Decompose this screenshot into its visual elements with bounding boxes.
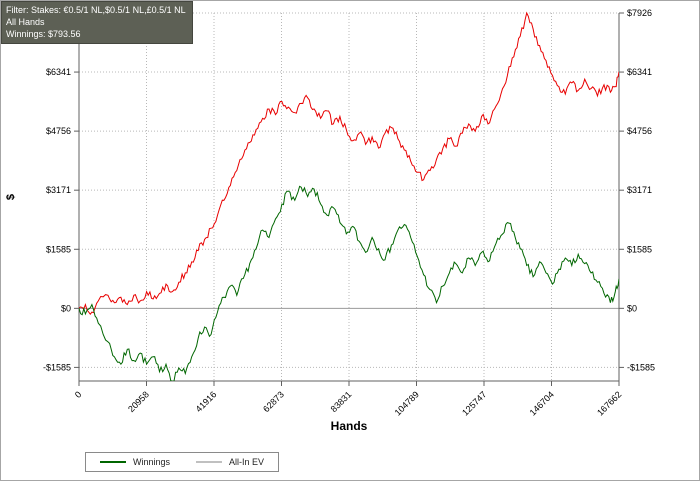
x-tick-label: 167662 [595, 389, 623, 417]
y-tick-label-left: $6341 [46, 67, 71, 77]
legend-item-all-in-ev: All-In EV [196, 457, 264, 467]
all-in-ev-series-line [79, 11, 619, 316]
x-tick-label: 83831 [329, 389, 354, 414]
y-axis-title: $ [5, 194, 17, 200]
y-tick-label-right: $3171 [627, 185, 652, 195]
winnings-total-text: Winnings: $793.56 [6, 29, 81, 39]
x-tick-label: 146704 [528, 389, 556, 417]
y-tick-label-left: $0 [61, 303, 71, 313]
legend-label-winnings: Winnings [133, 457, 171, 467]
series-lines [79, 11, 619, 381]
y-tick-label-left: $4756 [46, 126, 71, 136]
y-tick-label-left: $1585 [46, 244, 71, 254]
y-tick-label-right: $4756 [627, 126, 652, 136]
gridlines [79, 12, 620, 381]
filter-info-box: Filter: Stakes: €0.5/1 NL,$0.5/1 NL,£0.5… [1, 1, 193, 44]
y-tick-label-left: -$1585 [43, 362, 71, 372]
filter-text: Filter: Stakes: €0.5/1 NL,$0.5/1 NL,£0.5… [6, 5, 186, 15]
hands-filter-text: All Hands [6, 17, 45, 27]
y-tick-label-left: $3171 [46, 185, 71, 195]
winnings-series-line [79, 185, 619, 381]
x-tick-label: 20958 [126, 389, 151, 414]
legend-label-all-in-ev: All-In EV [229, 457, 265, 467]
winnings-line-swatch [100, 461, 126, 463]
y-tick-label-right: $0 [627, 303, 637, 313]
x-axis-title: Hands [331, 419, 368, 433]
all-in-ev-line-swatch [196, 461, 223, 463]
y-tick-label-right: $1585 [627, 244, 652, 254]
y-tick-label-right: $6341 [627, 67, 652, 77]
chart-legend: Winnings All-In EV [85, 452, 280, 472]
x-tick-label: 104789 [393, 389, 421, 417]
y-tick-label-right: $7926 [627, 8, 652, 18]
x-tick-label: 125747 [460, 389, 488, 417]
legend-item-winnings: Winnings [100, 457, 170, 467]
x-tick-label: 62873 [261, 389, 286, 414]
x-tick-label: 41916 [194, 389, 219, 414]
x-tick-label: 0 [73, 389, 84, 400]
y-tick-label-right: -$1585 [627, 362, 655, 372]
axes: -$1585 -$1585 $0 $0 $1585 $1585 $3171 $3171 $475… [43, 8, 655, 418]
